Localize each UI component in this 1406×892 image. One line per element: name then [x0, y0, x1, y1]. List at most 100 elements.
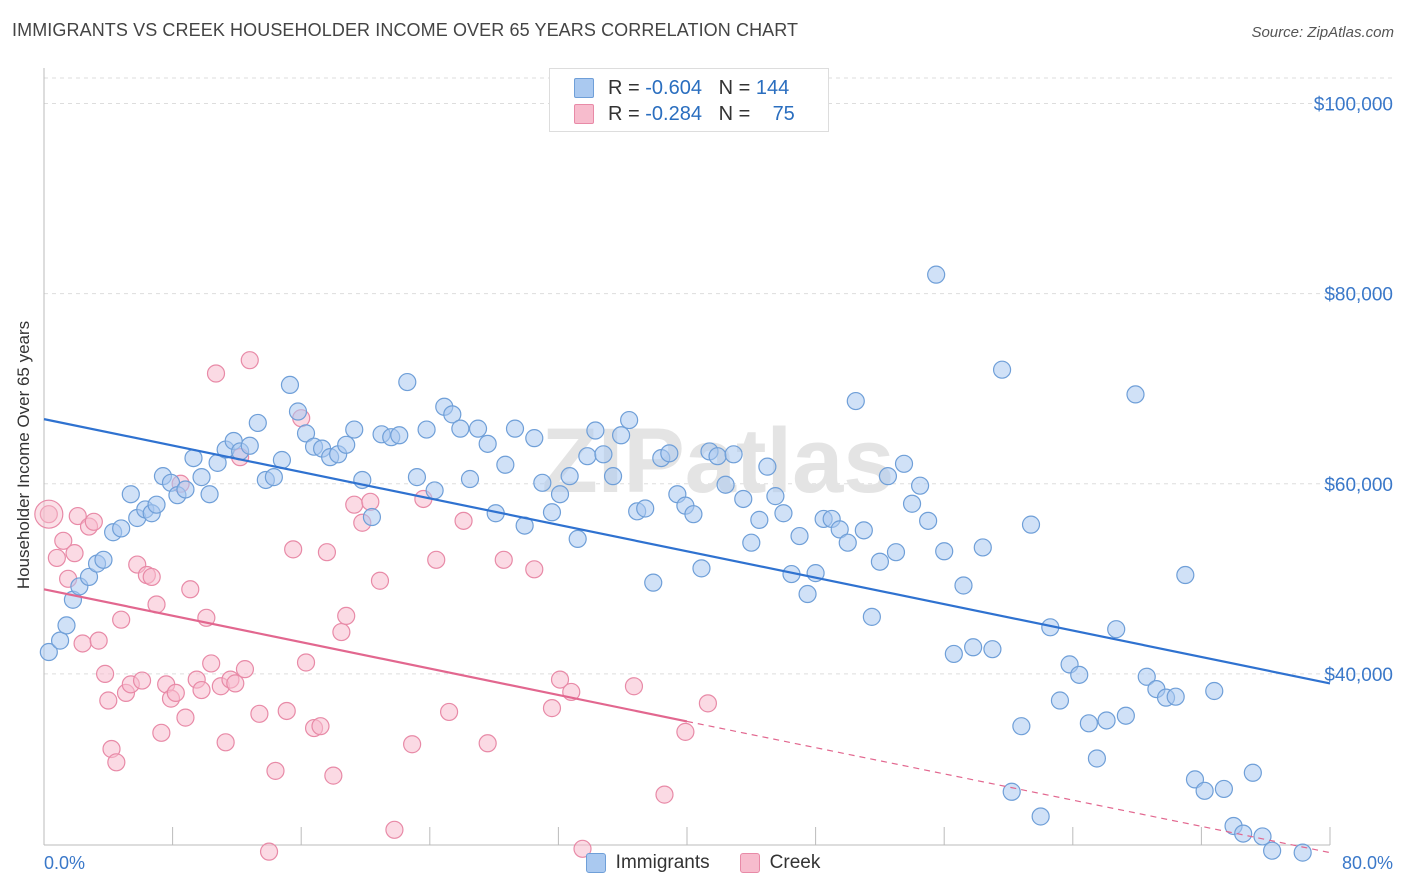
immigrants-point — [1253, 827, 1272, 846]
immigrants-point — [798, 584, 817, 604]
source-credit: Source: ZipAtlas.com — [1251, 24, 1394, 41]
immigrants-point — [964, 638, 983, 657]
immigrants-point — [533, 473, 552, 492]
creek-point — [84, 512, 103, 531]
y-tick-label: $60,000 — [1324, 475, 1393, 496]
creek-point — [39, 505, 58, 524]
gridlines — [44, 77, 1394, 675]
immigrants-point — [398, 372, 417, 392]
immigrants-point — [1166, 687, 1185, 706]
immigrants-point — [1031, 807, 1050, 826]
immigrants-point — [1137, 667, 1156, 686]
immigrants-point — [708, 447, 727, 466]
creek-point — [361, 492, 380, 511]
immigrants-point — [407, 468, 427, 487]
creek-point — [370, 571, 390, 590]
creek-point — [277, 701, 296, 721]
creek-point — [542, 699, 562, 718]
immigrants-point — [1097, 711, 1116, 730]
creek-point — [698, 694, 717, 713]
immigrants-point — [586, 421, 605, 440]
immigrants-point — [568, 529, 587, 549]
creek-point — [226, 674, 245, 693]
creek-point — [311, 717, 330, 736]
immigrants-point — [919, 511, 938, 530]
creek-point — [676, 722, 695, 741]
creek-point — [525, 560, 544, 579]
creek-point — [176, 708, 195, 727]
immigrants-point — [264, 468, 283, 487]
creek-point — [550, 670, 570, 689]
creek-point — [112, 610, 131, 629]
immigrants-point — [1243, 763, 1262, 782]
immigrants-point — [560, 467, 579, 486]
immigrants-point — [417, 420, 436, 439]
immigrants-point — [870, 552, 890, 571]
creek-point — [337, 606, 356, 626]
legend-row-immigrants: R = -0.604 N = 144 — [574, 76, 789, 100]
immigrants-point — [886, 543, 906, 562]
immigrants-point — [50, 631, 70, 650]
r-label: R = — [608, 102, 640, 125]
legend-item-immigrants: Immigrants — [585, 852, 710, 874]
immigrants-point — [345, 420, 364, 439]
immigrants-point — [1234, 824, 1253, 843]
immigrants-point — [1214, 779, 1234, 799]
immigrants-point — [1050, 691, 1070, 710]
axes — [43, 68, 1331, 846]
y-tick-label: $40,000 — [1324, 665, 1393, 686]
immigrants-point — [1002, 782, 1021, 801]
immigrants-point — [578, 447, 597, 466]
immigrants-point — [724, 445, 743, 464]
creek-points — [34, 351, 717, 861]
immigrants-point — [973, 538, 992, 557]
legend-row-creek: R = -0.284 N = 75 — [574, 102, 795, 126]
r-label: R = — [608, 76, 640, 99]
x-tick-label: 0.0% — [44, 853, 85, 873]
immigrants-point — [644, 573, 663, 592]
immigrants-point — [468, 419, 488, 438]
trend-lines — [43, 418, 1331, 854]
immigrants-point — [425, 481, 444, 500]
immigrants-point — [790, 526, 809, 546]
creek-point — [54, 531, 73, 550]
immigrants-point — [1107, 620, 1126, 639]
legend-label: Creek — [769, 852, 821, 873]
immigrants-point — [766, 487, 785, 506]
immigrants-point — [1012, 717, 1031, 736]
immigrants-point — [862, 607, 881, 626]
r-value: -0.284 — [645, 102, 702, 125]
creek-point — [65, 544, 84, 563]
immigrants-point — [390, 426, 409, 445]
immigrants-point — [838, 533, 857, 552]
creek-trend-line — [43, 588, 688, 723]
immigrants-point — [944, 644, 963, 664]
immigrants-point — [1205, 681, 1224, 701]
immigrants-point — [1021, 515, 1041, 534]
creek-point — [206, 364, 226, 383]
immigrants-point — [692, 559, 711, 578]
creek-point — [132, 671, 152, 690]
creek-point — [250, 704, 269, 723]
creek-point — [403, 735, 422, 754]
creek-point — [166, 683, 185, 703]
immigrants-point — [927, 265, 946, 284]
n-label: N = — [718, 76, 751, 99]
immigrants-point — [496, 455, 515, 474]
creek-point — [181, 580, 200, 599]
creek-point — [266, 761, 285, 780]
creek-point — [192, 680, 211, 700]
immigrants-point — [79, 567, 99, 587]
creek-point — [68, 506, 87, 526]
y-axis-label: Householder Income Over 65 years — [14, 320, 33, 590]
stats-legend: R = -0.604 N = 144 R = -0.284 N = 75 — [549, 68, 829, 132]
creek-swatch — [739, 853, 760, 873]
immigrants-point — [603, 467, 623, 486]
immigrants-point — [594, 445, 613, 464]
immigrants-point — [240, 436, 259, 455]
legend-label: Immigrants — [615, 852, 710, 873]
n-value: 144 — [755, 76, 790, 99]
creek-point — [107, 753, 126, 772]
immigrants-point — [734, 489, 753, 509]
